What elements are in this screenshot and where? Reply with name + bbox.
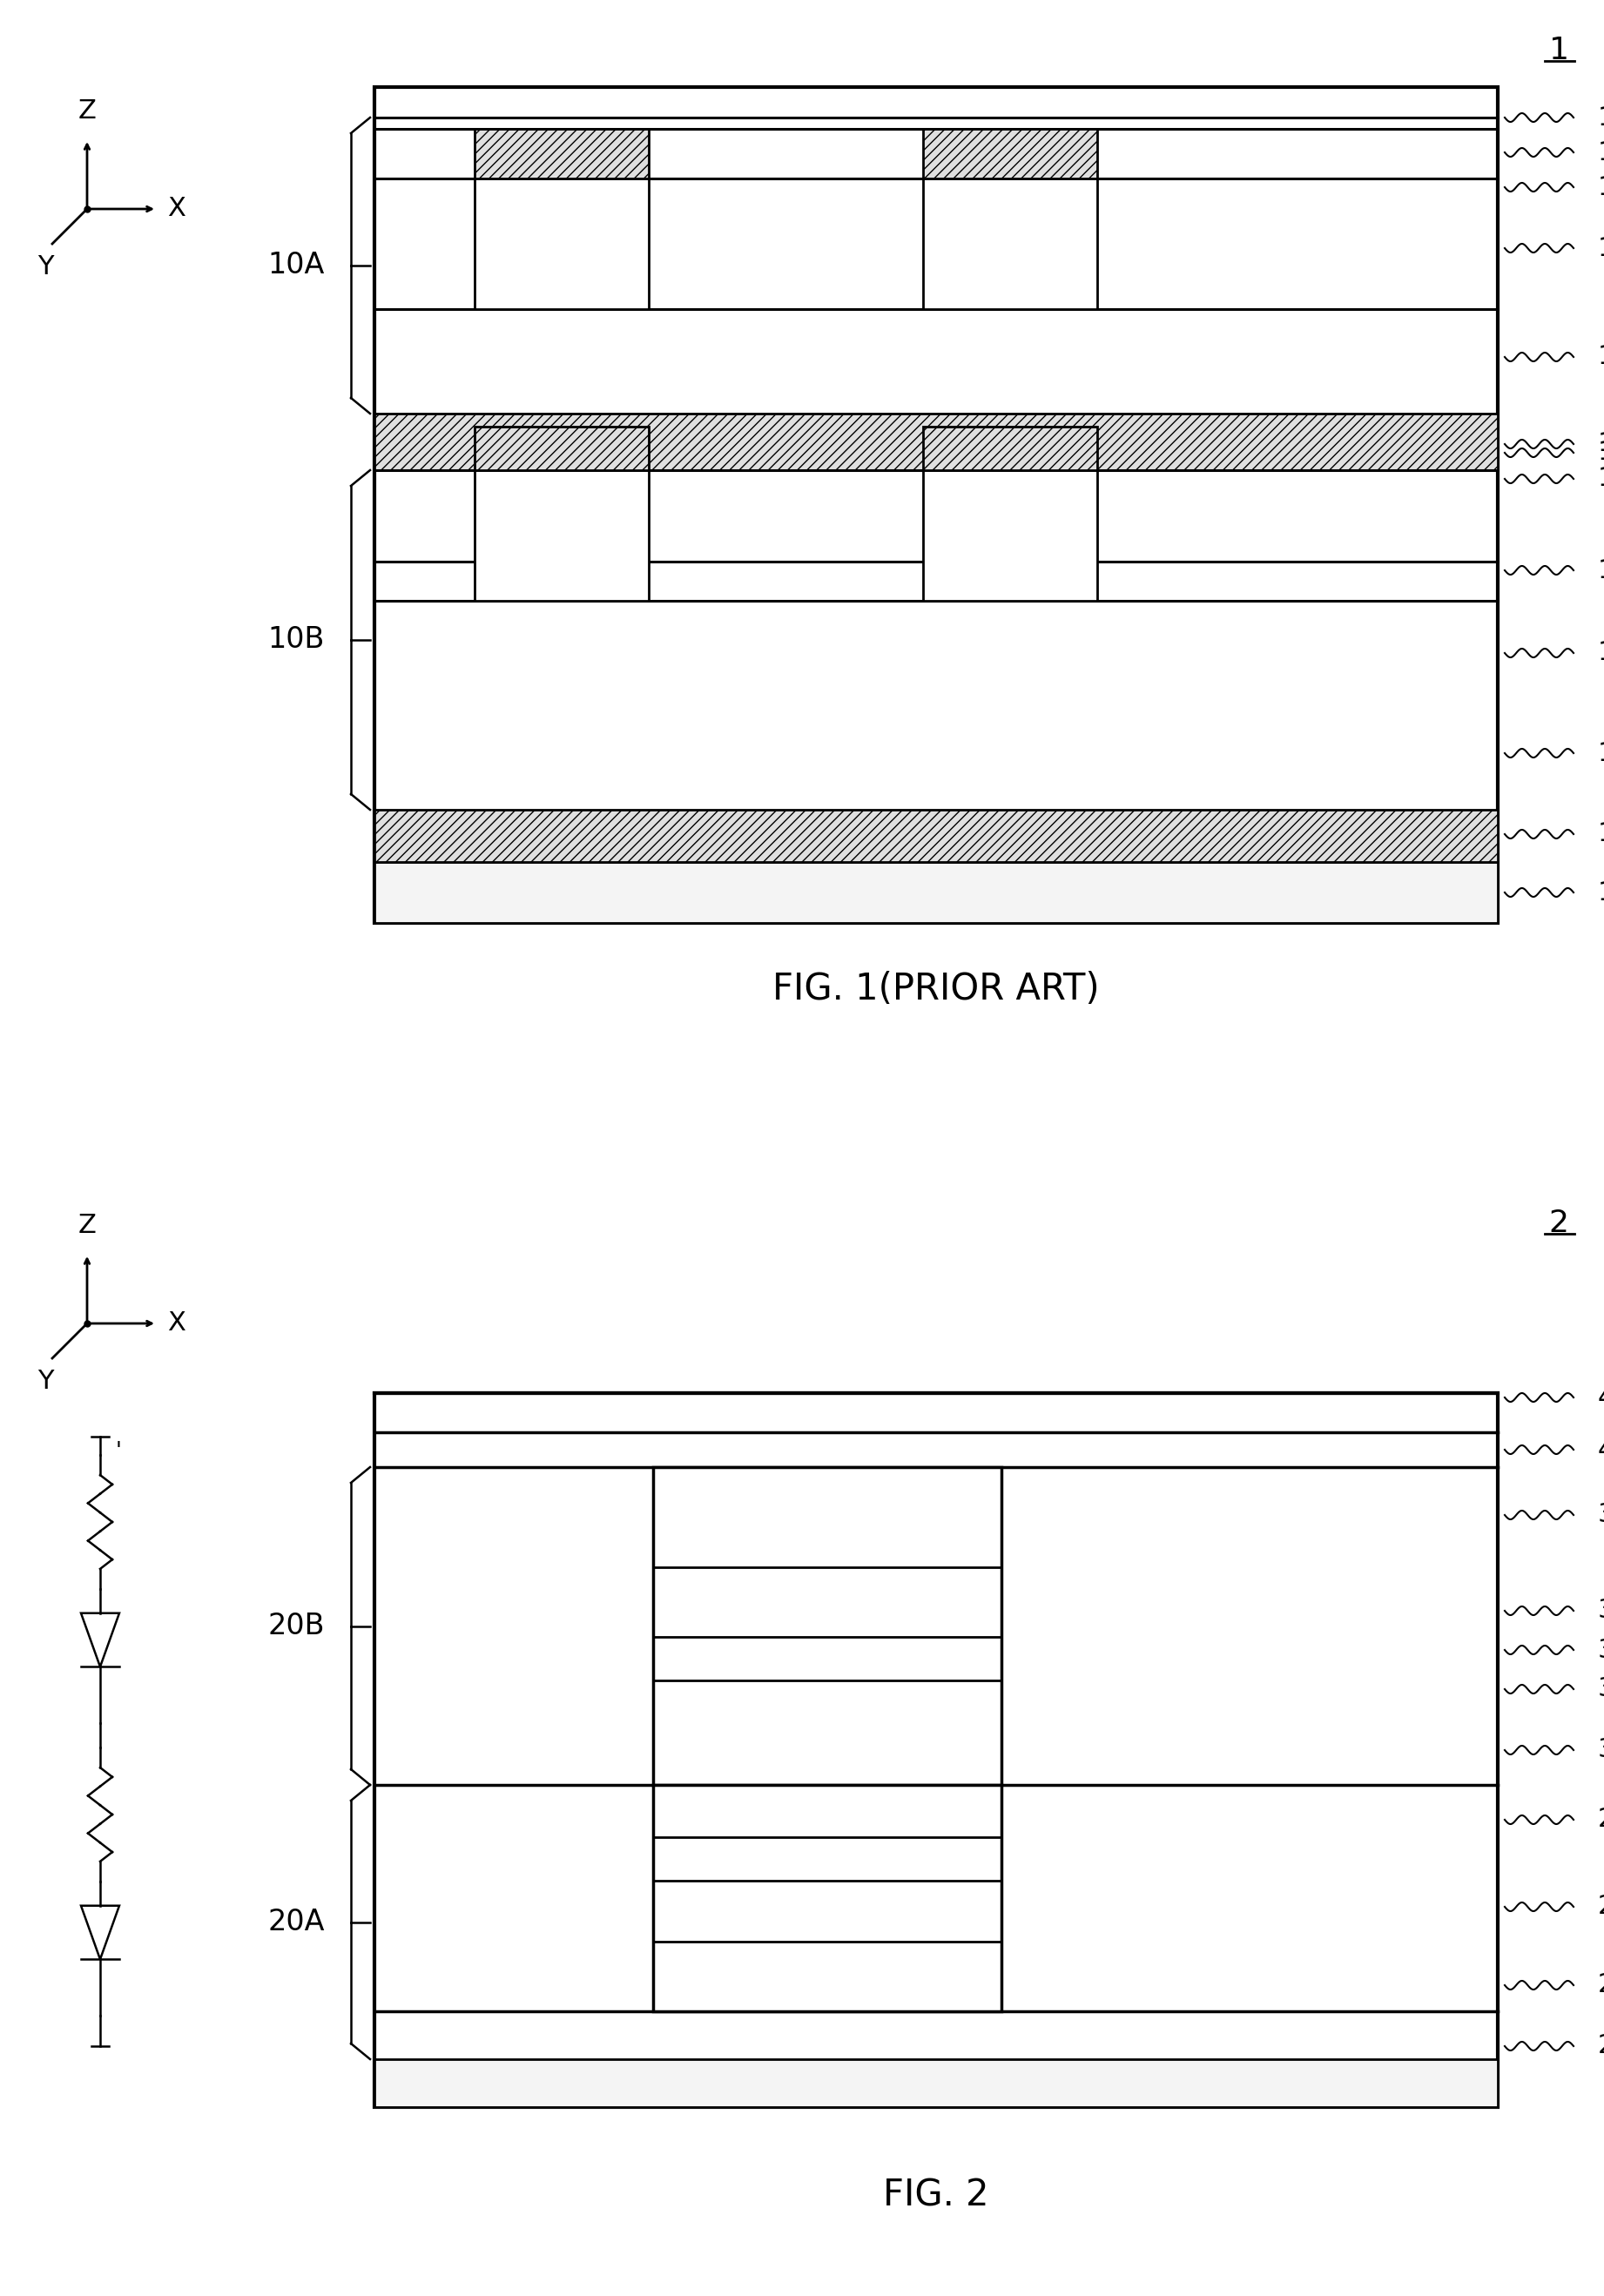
Bar <box>922 179 1097 310</box>
Text: FIG. 2: FIG. 2 <box>884 2177 990 2213</box>
Text: 34: 34 <box>1598 1502 1604 1527</box>
Bar <box>374 1394 1498 2108</box>
Text: ': ' <box>115 1440 122 1460</box>
Text: 24: 24 <box>1598 1894 1604 1919</box>
Text: 14': 14' <box>1598 174 1604 200</box>
Text: 19: 19 <box>1598 466 1604 491</box>
Bar <box>475 471 648 602</box>
Text: 20B: 20B <box>268 1612 324 1639</box>
Text: 12: 12 <box>1598 822 1604 847</box>
Text: Y: Y <box>37 1368 53 1394</box>
Bar <box>475 179 648 310</box>
Text: 10B: 10B <box>268 625 324 654</box>
Text: Y: Y <box>37 255 53 280</box>
Bar <box>922 471 1097 602</box>
Text: 1: 1 <box>1549 37 1569 64</box>
Text: 28: 28 <box>1598 1807 1604 1832</box>
Bar <box>475 129 648 179</box>
Text: 18: 18 <box>1598 441 1604 466</box>
Text: 36: 36 <box>1598 1637 1604 1662</box>
Text: 42: 42 <box>1598 1384 1604 1410</box>
Text: 26: 26 <box>1598 1972 1604 1998</box>
Text: X: X <box>167 197 186 223</box>
Text: 11: 11 <box>1598 879 1604 905</box>
Text: 20A: 20A <box>268 1908 324 1936</box>
Bar <box>922 427 1097 471</box>
Text: 30: 30 <box>1598 1738 1604 1763</box>
Text: 2: 2 <box>1549 1208 1569 1238</box>
Text: 13: 13 <box>1598 742 1604 767</box>
Text: 18': 18' <box>1598 140 1604 165</box>
Text: X: X <box>167 1311 186 1336</box>
Text: 12': 12' <box>1598 432 1604 457</box>
Text: 32: 32 <box>1598 1676 1604 1701</box>
Bar <box>475 427 648 471</box>
Bar <box>374 810 1498 861</box>
Bar <box>374 2060 1498 2108</box>
Text: 38: 38 <box>1598 1598 1604 1623</box>
Text: Z: Z <box>79 1212 96 1238</box>
Text: 10A: 10A <box>268 250 324 280</box>
Bar <box>374 861 1498 923</box>
Text: 19': 19' <box>1598 106 1604 131</box>
Text: 22: 22 <box>1598 2034 1604 2060</box>
Text: 16: 16 <box>1598 641 1604 666</box>
Bar <box>922 129 1097 179</box>
Bar <box>653 1467 1001 1784</box>
Text: Z: Z <box>79 99 96 124</box>
Text: FIG. 1(PRIOR ART): FIG. 1(PRIOR ART) <box>773 971 1100 1008</box>
Bar <box>374 413 1498 471</box>
Bar <box>374 87 1498 923</box>
Text: 14: 14 <box>1598 558 1604 583</box>
Bar <box>374 1394 1498 1433</box>
Text: 16': 16' <box>1598 236 1604 262</box>
Bar <box>653 1784 1001 2011</box>
Text: 13': 13' <box>1598 344 1604 370</box>
Text: 40: 40 <box>1598 1437 1604 1463</box>
